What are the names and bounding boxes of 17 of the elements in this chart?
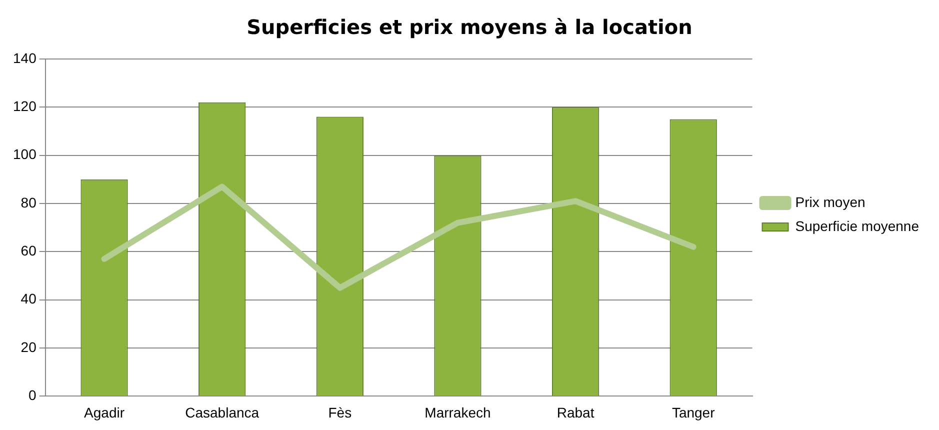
y-tick-label: 140 [13,50,37,66]
y-tick-label: 0 [28,387,37,404]
x-tick-label: Agadir [84,404,125,420]
y-tick-label: 40 [20,290,37,307]
legend-label: Superficie moyenne [795,218,920,234]
y-tick-label: 60 [20,242,37,259]
x-tick-label: Casablanca [185,404,260,420]
legend-label: Prix moyen [795,194,866,210]
y-tick-label: 80 [20,194,37,210]
y-tick-label: 100 [13,146,37,162]
y-tick-label: 20 [20,338,37,355]
chart-title: Superficies et prix moyens à la location [246,15,692,40]
x-tick-label: Tanger [672,404,716,420]
x-tick-label: Rabat [556,404,594,420]
x-tick-label: Marrakech [424,404,491,420]
y-tick-label: 120 [13,98,37,114]
x-tick-label: Fès [328,404,352,420]
